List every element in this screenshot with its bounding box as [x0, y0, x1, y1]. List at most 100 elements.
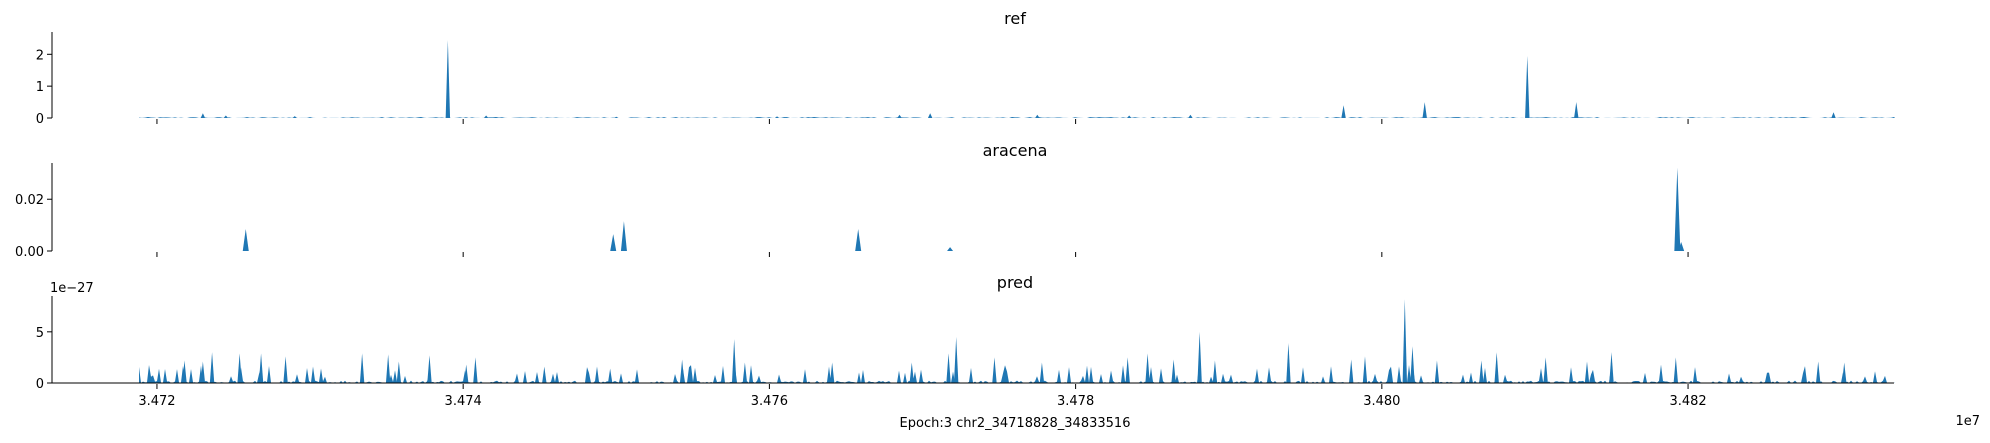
peak-mark [1341, 105, 1346, 118]
y-tick-label: 2 [36, 48, 44, 63]
peak-mark [1831, 112, 1836, 118]
peak-mark [1674, 167, 1681, 251]
peak-mark [1422, 102, 1427, 118]
x-tick-label: 3.482 [1669, 394, 1706, 409]
peak-mark [1035, 114, 1040, 118]
ref-y-ticks: 0 1 2 [36, 48, 52, 127]
panel-title-pred: pred [997, 273, 1033, 292]
peak-mark [483, 115, 489, 118]
peak-mark [774, 116, 780, 118]
peak-mark [1410, 346, 1415, 383]
y-tick-label: 0 [36, 112, 44, 127]
pred-y-offset-label: 1e−27 [50, 281, 94, 296]
peak-mark [542, 366, 547, 383]
peak-mark [1286, 343, 1291, 383]
peak-mark [829, 362, 835, 383]
peak-mark [1039, 362, 1045, 383]
pred-y-ticks: 05 [36, 326, 52, 392]
x-axis-offset-label: 1e7 [1955, 414, 1980, 429]
peak-mark [1479, 360, 1484, 383]
baseline-fill [139, 364, 1895, 383]
panel-aracena: aracena 0.00 0.02 [15, 141, 1689, 260]
panel-ref: ref 0 1 2 [36, 9, 1895, 127]
y-tick-label: 0 [36, 377, 44, 392]
peak-mark [1842, 362, 1847, 383]
baseline-fill [139, 117, 1895, 118]
peak-mark [1434, 360, 1440, 383]
peak-mark [1609, 352, 1614, 383]
peak-mark [610, 234, 617, 251]
peak-mark [292, 116, 297, 118]
aracena-x-ticks [156, 252, 1689, 257]
aracena-y-ticks: 0.00 0.02 [15, 193, 52, 260]
peak-mark [620, 221, 627, 251]
x-tick-label: 3.476 [751, 394, 788, 409]
peak-mark [1349, 359, 1354, 383]
peak-mark [992, 357, 997, 383]
peak-mark [242, 229, 249, 251]
peak-mark [1145, 353, 1150, 383]
peak-mark [742, 362, 748, 383]
peak-mark [1197, 331, 1202, 383]
ref-area-series [139, 39, 1895, 118]
peak-mark [927, 113, 933, 118]
peak-mark [607, 368, 613, 383]
peak-mark [947, 247, 954, 251]
x-axis-ticks: 3.472 3.474 3.476 3.478 3.480 3.482 [138, 384, 1707, 409]
peak-mark [359, 353, 365, 383]
x-tick-label: 3.472 [138, 394, 175, 409]
peak-mark [1543, 357, 1548, 383]
y-tick-label: 0.00 [15, 245, 44, 260]
peak-mark [445, 39, 451, 118]
peak-mark [1574, 102, 1579, 118]
peak-mark [396, 361, 402, 383]
x-tick-label: 3.474 [445, 394, 482, 409]
peak-mark [731, 338, 737, 383]
peak-mark [182, 360, 187, 383]
x-tick-label: 3.480 [1363, 394, 1400, 409]
peak-mark [283, 356, 288, 383]
peak-mark [427, 355, 432, 383]
peak-mark [1402, 299, 1407, 383]
peak-mark [1125, 357, 1130, 383]
y-tick-label: 5 [36, 326, 44, 341]
peak-mark [1816, 361, 1821, 383]
peak-mark [1494, 352, 1499, 383]
peak-mark [897, 114, 902, 118]
ref-x-ticks [156, 119, 1689, 124]
peak-mark [237, 353, 242, 383]
y-tick-label: 0.02 [15, 193, 44, 208]
peak-mark [258, 353, 264, 383]
peak-mark [953, 336, 959, 383]
peak-mark [1584, 361, 1590, 383]
peak-mark [614, 116, 619, 118]
peak-mark [1212, 360, 1218, 383]
peak-mark [464, 364, 469, 383]
peak-mark [1525, 55, 1530, 118]
peak-mark [679, 359, 685, 383]
peak-mark [909, 362, 914, 383]
aracena-area-series [242, 167, 1685, 251]
peak-mark [855, 229, 862, 251]
peak-mark [1678, 241, 1685, 251]
panel-pred: pred 1e−27 05 3.472 3.474 3.476 3.478 3.480 3… [36, 273, 1895, 409]
peak-mark [1673, 357, 1679, 383]
y-tick-label: 1 [36, 80, 44, 95]
peak-mark [223, 115, 229, 118]
peak-mark [1171, 359, 1176, 383]
panel-title-aracena: aracena [983, 141, 1048, 160]
pred-area-series [139, 299, 1895, 383]
peak-mark [1362, 356, 1368, 383]
peak-mark [200, 113, 206, 118]
peak-mark [200, 361, 206, 383]
peak-mark [385, 354, 391, 383]
peak-mark [473, 357, 478, 383]
x-tick-label: 3.478 [1057, 394, 1094, 409]
peak-mark [1127, 115, 1132, 118]
peak-mark [946, 353, 951, 383]
peak-mark [209, 352, 215, 383]
peak-mark [1188, 114, 1193, 118]
x-axis-label: Epoch:3 chr2_34718828_34833516 [900, 416, 1131, 431]
panel-title-ref: ref [1004, 9, 1026, 28]
